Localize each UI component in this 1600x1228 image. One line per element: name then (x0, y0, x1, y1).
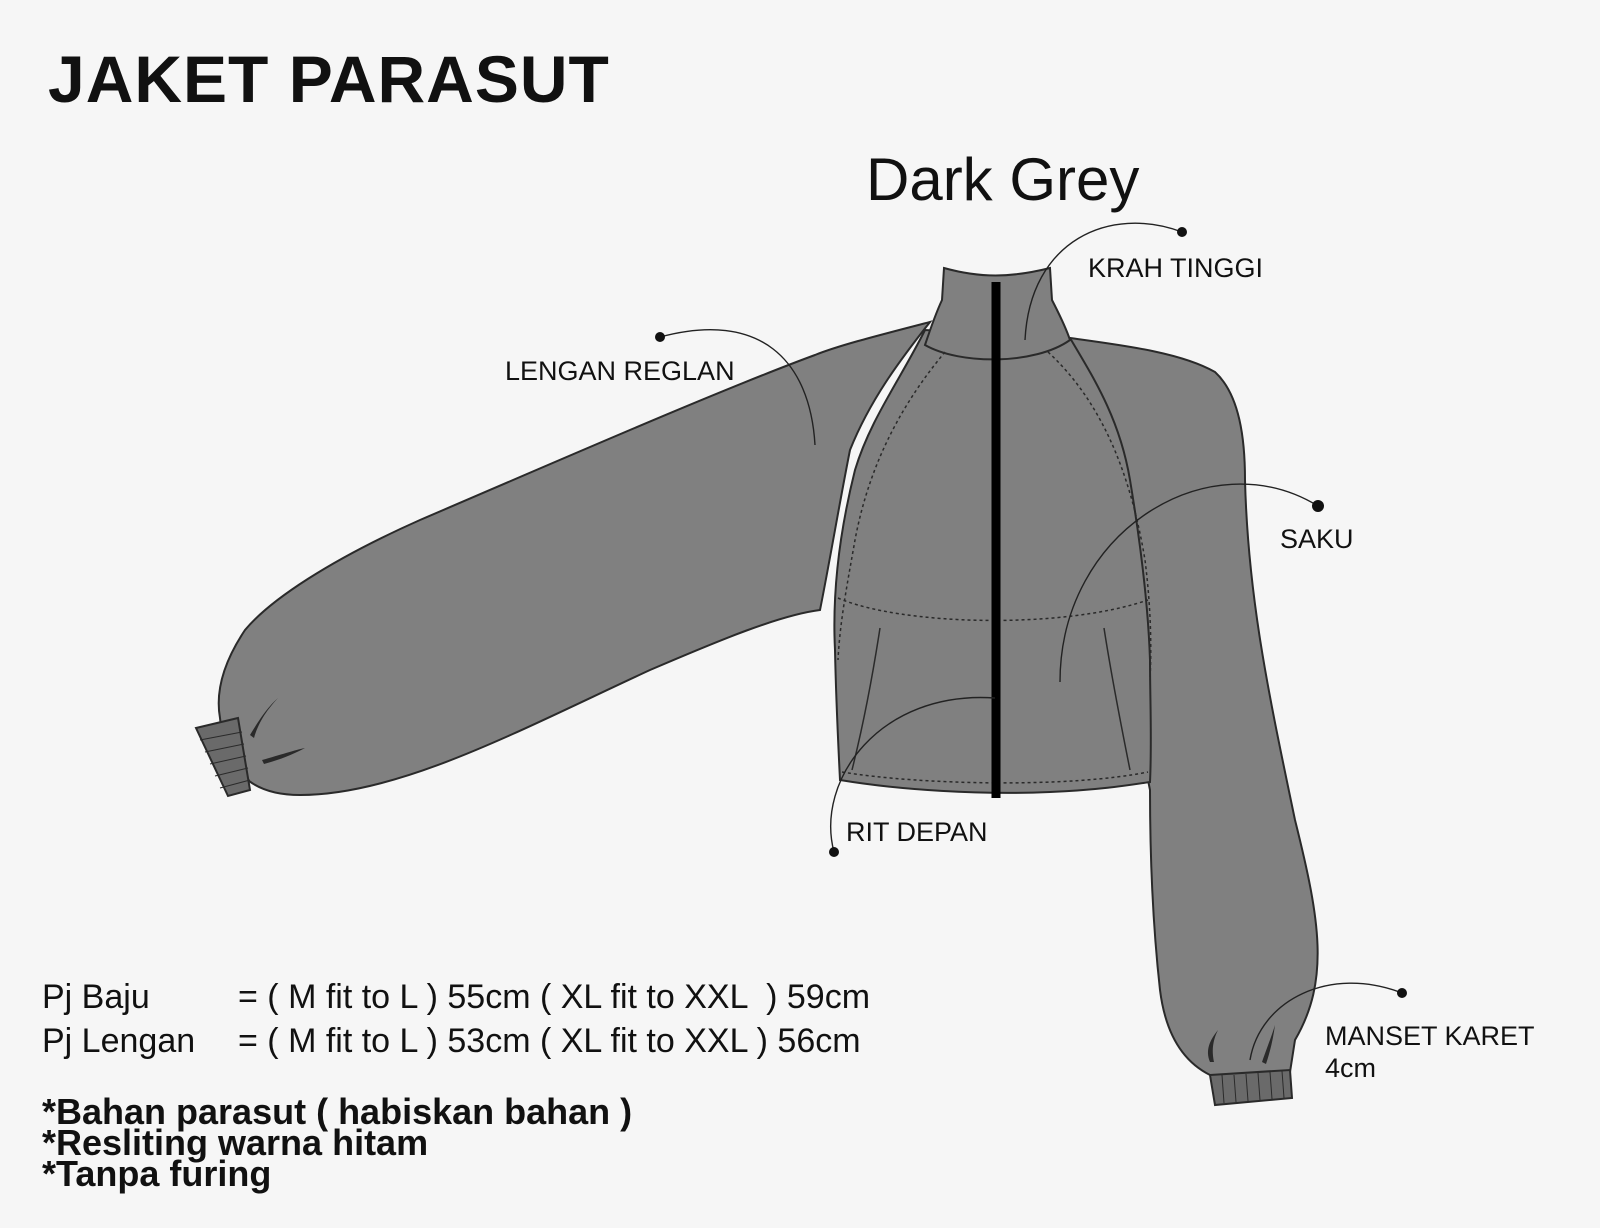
cuff-leader (1249, 982, 1403, 1061)
left-sleeve (217, 320, 933, 797)
raglan-seam-left (837, 351, 946, 661)
size-value: = ( M fit to L ) 53cm ( XL fit to XXL ) … (238, 1022, 861, 1060)
note-item: *Resliting warna hitam (42, 1122, 429, 1163)
zipper-leader (830, 696, 996, 853)
left-cuff (194, 716, 252, 798)
stitching (837, 351, 1152, 784)
cuff-gathers (250, 698, 1275, 1064)
zipper-label: RIT DEPAN (846, 817, 988, 847)
callout-leaders (659, 222, 1403, 1061)
note-item: *Tanpa furing (42, 1153, 272, 1194)
hem-stitch (841, 771, 1149, 784)
cuff-ribs (199, 731, 1285, 1104)
cuff-label: MANSET KARET 4cm (1325, 1020, 1535, 1085)
note-item: *Bahan parasut ( habiskan bahan ) (42, 1091, 633, 1132)
size-label: Pj Baju (42, 978, 150, 1016)
collar-leader (1024, 222, 1183, 341)
sleeve-label: LENGAN REGLAN (505, 356, 735, 386)
callout-dots (655, 227, 1407, 998)
size-value: = ( M fit to L ) 55cm ( XL fit to XXL ) … (238, 978, 871, 1016)
cuff-label-line2: 4cm (1325, 1053, 1377, 1084)
pocket-label: SAKU (1280, 524, 1354, 554)
size-table: Pj Baju = ( M fit to L ) 55cm ( XL fit t… (42, 975, 870, 1063)
size-row-sleeve-length: Pj Lengan = ( M fit to L ) 53cm ( XL fit… (42, 1019, 870, 1063)
sleeve-leader (659, 328, 816, 446)
pocket-leader (1059, 483, 1319, 683)
notes-list: *Bahan parasut ( habiskan bahan ) *Resli… (42, 1091, 633, 1194)
size-label: Pj Lengan (42, 1022, 196, 1060)
raglan-seam-right (1047, 351, 1152, 681)
size-row-body-length: Pj Baju = ( M fit to L ) 55cm ( XL fit t… (42, 975, 870, 1019)
collar-label: KRAH TINGGI (1088, 253, 1264, 283)
yoke-seam (837, 597, 1149, 622)
page-title: JAKET PARASUT (48, 42, 610, 116)
cuff-label-line1: MANSET KARET (1325, 1021, 1535, 1051)
color-name: Dark Grey (866, 146, 1140, 213)
